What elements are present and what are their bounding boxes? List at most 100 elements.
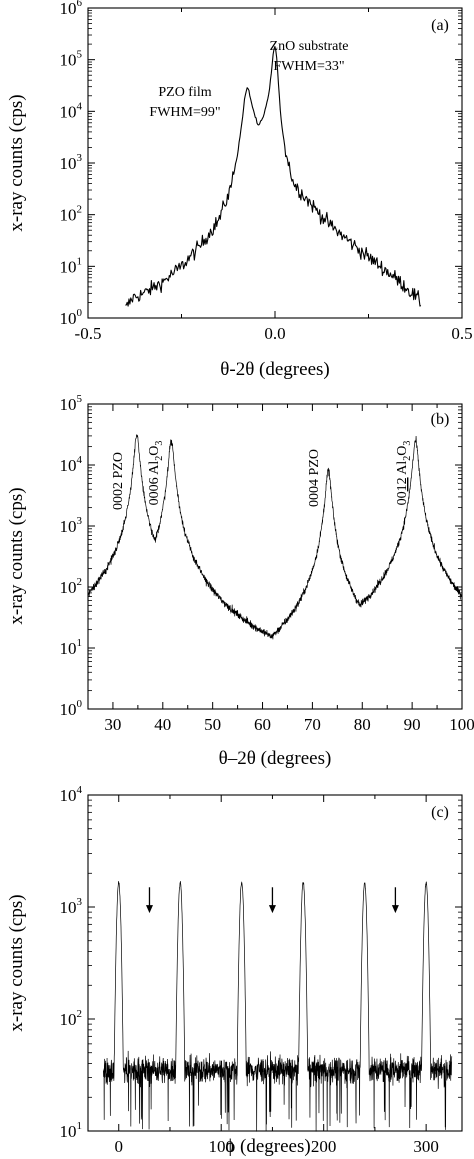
panel-a-y-tick-exp: 4: [77, 100, 83, 112]
panel-b-y-tick-exp: 3: [77, 515, 83, 527]
panel-b-y-tick-exp: 4: [77, 454, 83, 466]
panel-c-y-axis-label: x-ray counts (cps): [6, 894, 27, 1031]
panel-a-y-tick-label: 104: [60, 100, 83, 121]
panel-b-y-tick-label: 103: [60, 515, 83, 536]
panel-b-x-tick-label: 40: [154, 715, 171, 734]
panel-b-y-tick-base: 10: [60, 578, 77, 597]
panel-b-x-tick-label: 30: [104, 715, 121, 734]
panel-c-x-tick-label: 200: [311, 1137, 337, 1156]
peak-label-0006-sub-2: 2: [154, 456, 165, 461]
panel-a-letter: (a): [431, 17, 449, 34]
panel-a-x-axis-label: θ-2θ (degrees): [220, 359, 329, 380]
annotation-zno-line1: ZnO substrate: [270, 39, 349, 54]
panel-b-trace: [87, 434, 463, 640]
annotation-pzo-line1: PZO film: [158, 85, 211, 100]
panel-b-x-tick-label: 100: [449, 715, 474, 734]
panel-b-x-tick-label: 90: [404, 715, 421, 734]
panel-a-y-tick-label: 106: [60, 0, 83, 18]
panel-a-y-tick-exp: 6: [77, 0, 83, 9]
panel-b-y-tick-exp: 5: [77, 393, 83, 405]
panel-c-y-tick-exp: 3: [77, 896, 83, 908]
panel-c-x-axis-label: ϕ (degrees): [225, 1136, 310, 1157]
panel-a-y-tick-base: 10: [60, 154, 77, 173]
panel-c-y-tick-label: 103: [60, 896, 83, 917]
panel-a-y-tick-exp: 0: [77, 307, 83, 319]
panel-b-y-tick-label: 104: [60, 454, 83, 475]
panel-b-y-tick-label: 105: [60, 393, 83, 414]
panel-b-y-tick-exp: 0: [77, 698, 83, 710]
panel-a-y-tick-exp: 2: [77, 204, 83, 216]
panel-c-y-tick-base: 10: [60, 1122, 77, 1141]
panel-a-y-tick-base: 10: [60, 102, 77, 121]
panel-c-x-tick-label: 100: [208, 1137, 234, 1156]
panel-a-y-tick-label: 100: [60, 307, 83, 328]
panel-c-y-tick-label: 101: [60, 1120, 83, 1141]
panel-a-y-tick-label: 103: [60, 152, 83, 173]
panel-a-y-tick-exp: 3: [77, 152, 83, 164]
panel-a-y-tick-base: 10: [60, 0, 77, 18]
peak-label-00012-underlined: 12: [395, 477, 410, 491]
peak-label-00012-o: O: [395, 446, 410, 456]
panel-a-y-tick-base: 10: [60, 51, 77, 70]
panel-a-trace: [125, 46, 422, 307]
panel-c-y-tick-label: 104: [60, 784, 83, 805]
annotation-zno-line2: FWHM=33": [273, 59, 344, 74]
panel-a-x-tick-label: 0.0: [264, 324, 285, 343]
panel-b-y-tick-label: 101: [60, 637, 83, 658]
panel-c-y-tick-exp: 4: [77, 784, 83, 796]
arrowhead-icon: [391, 905, 399, 914]
panel-b-y-tick-base: 10: [60, 700, 77, 719]
panel-b-x-tick-label: 60: [254, 715, 271, 734]
panel-c-y-tick-base: 10: [60, 786, 77, 805]
annotation-pzo-line2: FWHM=99": [149, 105, 220, 120]
panel-b-letter: (b): [431, 411, 450, 428]
panel-b-x-tick-label: 80: [354, 715, 371, 734]
panel-a-y-tick-base: 10: [60, 206, 77, 225]
arrowhead-icon: [268, 905, 276, 914]
peak-label-0006-sub-3: 3: [154, 441, 165, 446]
arrowhead-icon: [145, 905, 153, 914]
panel-b-y-tick-label: 102: [60, 576, 83, 597]
peak-label-0006-text: 0006 Al: [147, 461, 162, 506]
panel-a-y-axis-label: x-ray counts (cps): [6, 94, 27, 231]
panel-c-y-tick-exp: 2: [77, 1008, 83, 1020]
peak-label-0004-pzo: 0004 PZO: [307, 449, 322, 507]
panel-b-y-tick-base: 10: [60, 639, 77, 658]
panel-a-x-tick-label: 0.5: [451, 324, 472, 343]
panel-b-y-axis-label: x-ray counts (cps): [6, 487, 27, 624]
panel-a-y-tick-base: 10: [60, 309, 77, 328]
panel-a-x-tick-label: -0.5: [75, 324, 102, 343]
peak-label-0002-pzo: 0002 PZO: [111, 452, 126, 510]
panel-c-x-tick-label: 0: [114, 1137, 123, 1156]
panel-b-x-axis-label: θ–2θ (degrees): [219, 748, 332, 769]
peak-label-00012-sub-2: 2: [402, 456, 413, 461]
panel-b-x-tick-label: 70: [304, 715, 321, 734]
panel-a-plot-frame: [87, 7, 463, 319]
peak-label-00012-al: Al: [395, 461, 410, 478]
panel-a-y-tick-exp: 1: [77, 255, 83, 267]
panel-a-y-tick-base: 10: [60, 257, 77, 276]
panel-c-y-tick-exp: 1: [77, 1120, 83, 1132]
panel-b-y-tick-label: 100: [60, 698, 83, 719]
panel-b-y-tick-base: 10: [60, 456, 77, 475]
panel-c-plot-frame: [87, 794, 463, 1132]
panel-a-y-tick-exp: 5: [77, 49, 83, 61]
panel-a-y-tick-label: 102: [60, 204, 83, 225]
panel-b-y-tick-exp: 2: [77, 576, 83, 588]
peak-label-00012-al2o3: 0012 Al2O3: [395, 441, 413, 506]
peak-label-00012-sub-3: 3: [402, 441, 413, 446]
peak-label-0006-al2o3: 0006 Al2O3: [147, 441, 165, 506]
panel-c-x-tick-label: 300: [413, 1137, 439, 1156]
panel-b-y-tick-base: 10: [60, 395, 77, 414]
panel-a-y-tick-label: 101: [60, 255, 83, 276]
panel-b-y-tick-base: 10: [60, 517, 77, 536]
panel-a-y-tick-label: 105: [60, 49, 83, 70]
panel-c-letter: (c): [431, 804, 449, 821]
panel-c-y-tick-base: 10: [60, 1010, 77, 1029]
panel-c-y-tick-label: 102: [60, 1008, 83, 1029]
panel-b-plot-frame: [87, 403, 463, 710]
